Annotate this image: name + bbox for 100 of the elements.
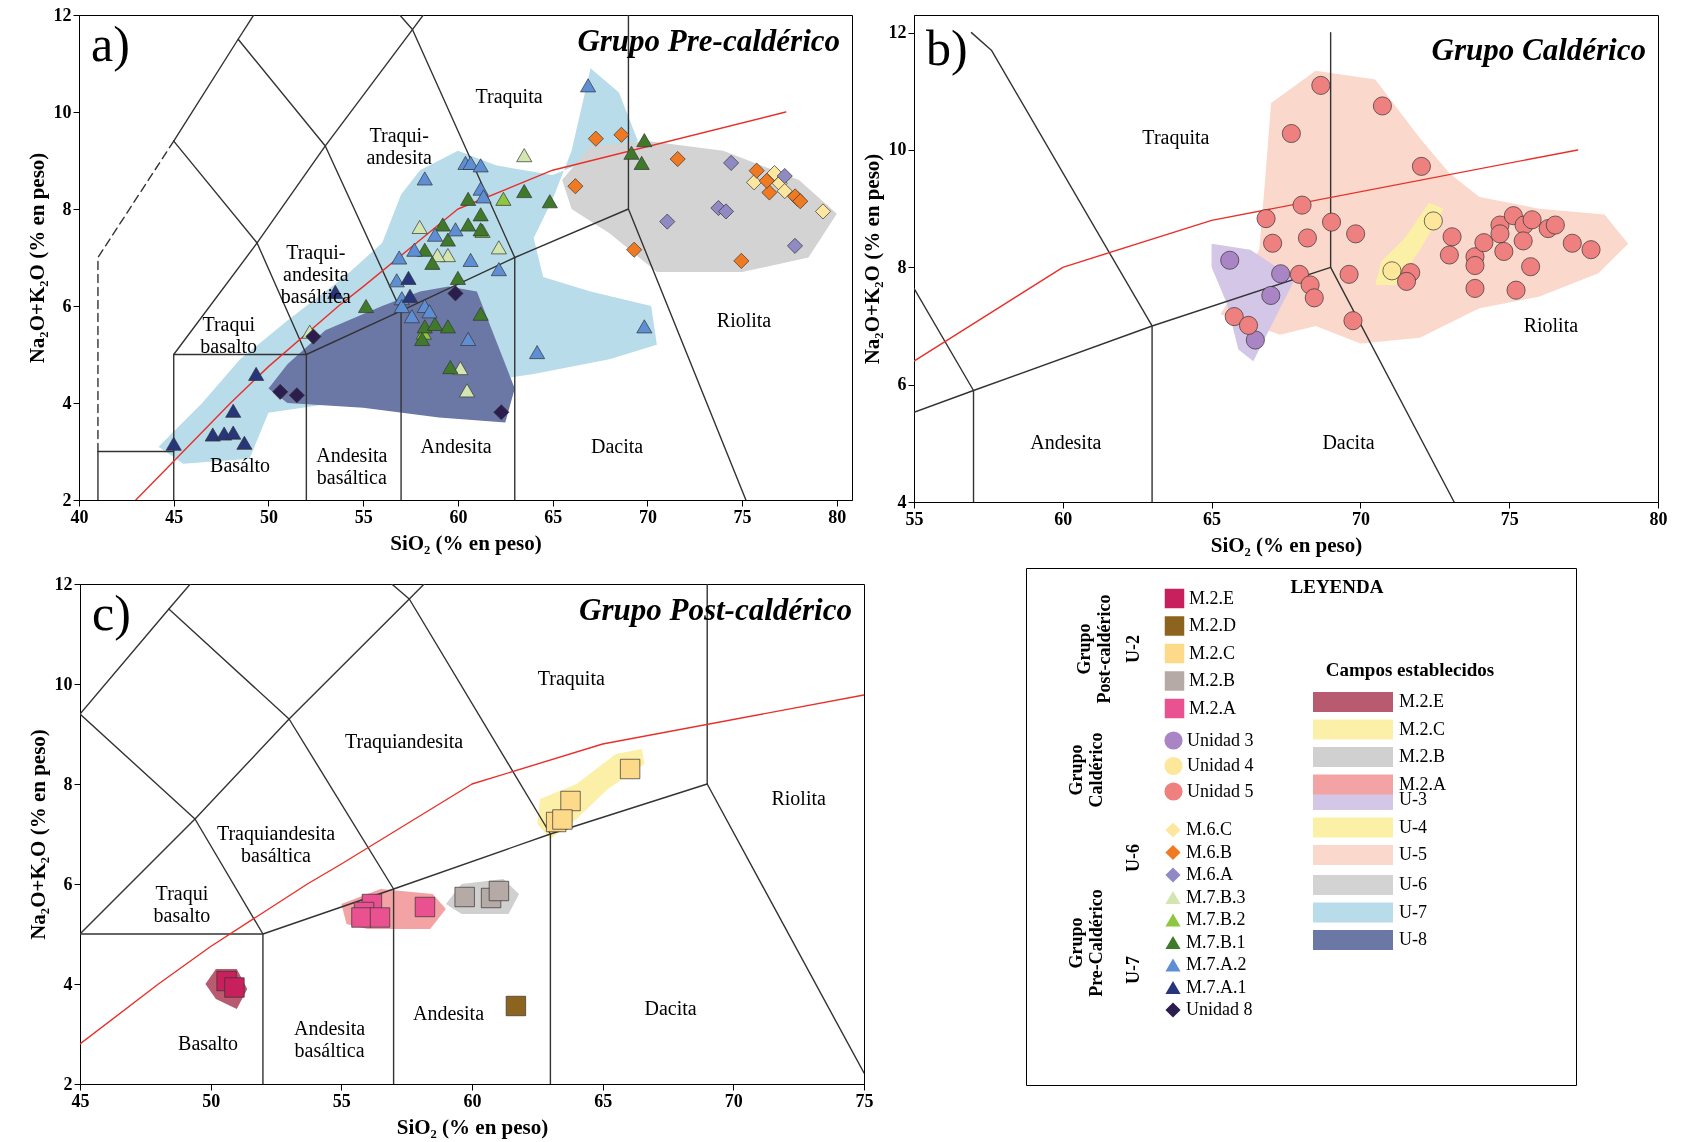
x-tick-label: 70	[638, 506, 657, 527]
x-tick-label: 75	[1500, 508, 1519, 529]
x-tick-label: 45	[71, 1090, 90, 1111]
text: LEYENDA	[1290, 576, 1384, 597]
x-tick-label: 50	[259, 506, 278, 527]
y-tick-label: 6	[63, 873, 73, 894]
annotation: Traquiandesita	[344, 729, 464, 753]
y-tick-label: 12	[888, 22, 907, 43]
legend-label: M.7.B.3	[1186, 886, 1246, 907]
y-tick-label: 12	[54, 573, 73, 594]
legend-label: M.6.B	[1186, 841, 1233, 862]
x-tick-label: 80	[828, 506, 847, 527]
text: Grupo Post-caldérico	[1074, 594, 1114, 704]
annotation: Dacita	[644, 997, 697, 1019]
y-tick-label: 12	[53, 4, 72, 25]
y-tick-label: 2	[62, 489, 72, 510]
annotation: a)	[91, 16, 130, 72]
annotation: Andesita	[1030, 431, 1102, 454]
text: Grupo Pre-Caldérico	[1066, 889, 1106, 997]
y-tick-label: 6	[897, 374, 907, 395]
text: Grupo Caldérico	[1431, 32, 1646, 67]
x-tick-label: 60	[449, 506, 468, 527]
x-tick-label: 60	[463, 1090, 482, 1111]
x-tick-label: 70	[724, 1090, 743, 1111]
annotation: Riolita	[771, 787, 827, 809]
x-tick-label: 55	[905, 508, 924, 529]
y-tick-label: 4	[63, 973, 73, 994]
y-tick-label: 8	[897, 256, 907, 277]
y-axis-title: Na₂O+K₂O (% en peso)	[25, 729, 50, 940]
annotation: Traquiandesita basáltica	[216, 822, 336, 866]
legend-label: U-3	[1399, 789, 1427, 809]
legend-label: M.2.E	[1399, 691, 1444, 711]
legend-label: M.6.C	[1186, 819, 1233, 839]
x-tick-label: 80	[1649, 508, 1668, 529]
legend-label: Unidad 4	[1187, 755, 1254, 775]
legend-label: M.2.E	[1189, 587, 1234, 608]
annotation: b)	[926, 20, 968, 76]
legend-label: U-6	[1399, 874, 1427, 894]
legend-label: M.7.A.2	[1186, 954, 1247, 974]
y-tick-label: 8	[63, 773, 73, 794]
annotation: Riolita	[1523, 313, 1579, 336]
annotation: Andesita	[412, 1002, 485, 1024]
annotation: Dacita	[1322, 431, 1375, 454]
y-axis-title: Na₂O+K₂O (% en peso)	[859, 153, 884, 365]
y-tick-label: 10	[54, 673, 73, 694]
legend-label: M.2.C	[1189, 642, 1236, 663]
annotation: c)	[92, 585, 131, 641]
legend-label: U-5	[1399, 844, 1427, 864]
annotation: Traqui basalto	[153, 882, 211, 926]
text: U-7	[1123, 956, 1143, 984]
text: Grupo Caldérico	[1066, 732, 1106, 808]
annotation: Basalto	[178, 1032, 239, 1054]
legend-label: U-8	[1399, 929, 1427, 949]
annotation: Traqui basalto	[200, 313, 257, 358]
y-tick-label: 8	[62, 198, 72, 219]
annotation: Traquita	[537, 667, 605, 690]
x-tick-label: 50	[202, 1090, 221, 1111]
x-tick-label: 75	[733, 506, 752, 527]
x-tick-label: 75	[855, 1090, 874, 1111]
text: Campos establecidos	[1325, 659, 1495, 680]
annotation: Traqui- andesita	[366, 124, 433, 169]
legend-label: U-7	[1399, 901, 1427, 922]
annotation: Andesita basáltica	[316, 444, 388, 489]
x-axis-title: SiO₂ (% en peso)	[1210, 532, 1363, 557]
y-axis-title: Na₂O+K₂O (% en peso)	[24, 152, 49, 364]
x-tick-label: 45	[165, 506, 184, 527]
y-tick-label: 10	[888, 139, 907, 160]
legend-label: Unidad 8	[1186, 999, 1253, 1019]
y-tick-label: 4	[62, 392, 72, 413]
legend-label: M.7.A.1	[1186, 976, 1247, 997]
y-tick-label: 2	[63, 1073, 73, 1094]
x-tick-label: 70	[1351, 508, 1370, 529]
annotation: Andesita basáltica	[294, 1017, 366, 1061]
legend-label: M.2.D	[1189, 615, 1237, 635]
x-tick-label: 55	[332, 1090, 351, 1111]
x-tick-label: 60	[1054, 508, 1073, 529]
x-tick-label: 65	[544, 506, 563, 527]
y-tick-label: 6	[62, 295, 72, 316]
annotation: Traquita	[475, 85, 543, 109]
legend-label: U-4	[1399, 816, 1427, 837]
legend-label: M.2.A	[1189, 697, 1237, 718]
x-axis-title: SiO₂ (% en peso)	[396, 1114, 549, 1139]
legend-label: Unidad 5	[1187, 780, 1254, 801]
x-tick-label: 55	[354, 506, 373, 527]
y-tick-label: 4	[897, 491, 907, 512]
legend-label: M.2.B	[1399, 746, 1446, 766]
legend-label: M.2.B	[1189, 670, 1236, 690]
x-tick-label: 65	[1203, 508, 1222, 529]
annotation: Basálto	[210, 454, 271, 477]
text: U-2	[1123, 635, 1143, 663]
x-tick-label: 40	[70, 506, 89, 527]
y-tick-label: 10	[53, 101, 72, 122]
legend-label: M.6.A	[1186, 864, 1234, 884]
annotation: Dacita	[590, 434, 644, 457]
annotation: Andesita	[420, 434, 492, 457]
legend-label: Unidad 3	[1187, 729, 1254, 750]
annotation: Riolita	[716, 308, 772, 331]
legend-label: M.7.B.1	[1186, 931, 1246, 952]
legend-label: M.2.C	[1399, 718, 1446, 739]
text: U-6	[1123, 844, 1143, 872]
